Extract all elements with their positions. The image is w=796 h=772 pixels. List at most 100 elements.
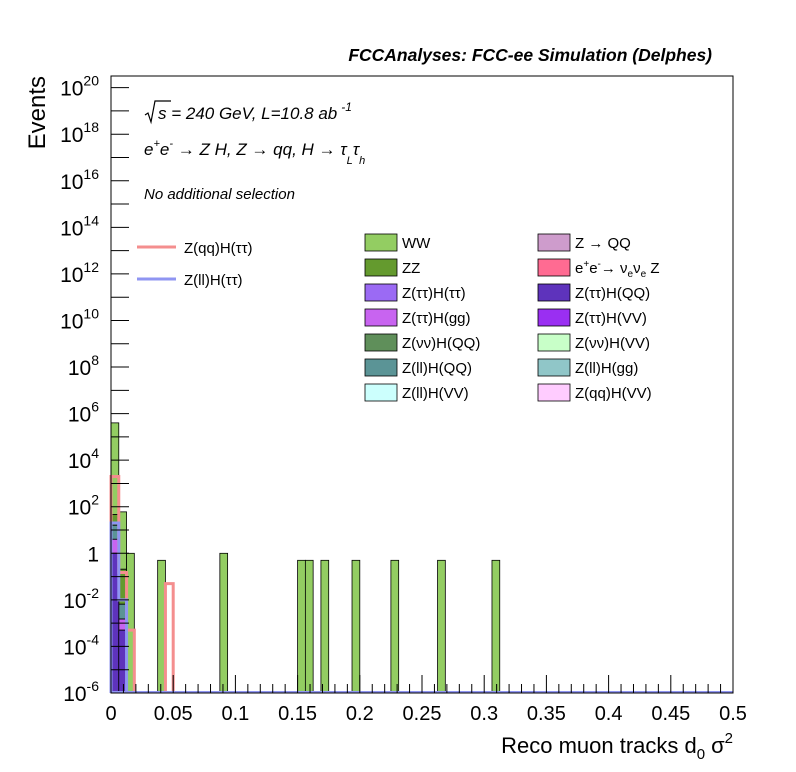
- legend-swatch-z-h-qq: [364, 333, 398, 352]
- x-tick-label: 0.45: [651, 703, 690, 725]
- legend-label-part: Z: [646, 260, 659, 277]
- x-tick-label: 0.35: [527, 703, 566, 725]
- y-tick-base: 10: [63, 636, 86, 659]
- legend-label-ww: WW: [402, 235, 431, 252]
- bar-ww: [491, 559, 501, 694]
- annotations: s = 240 GeV, L=10.8 ab -1 e+e- → Z H, Z →…: [144, 100, 365, 203]
- legend-label-z-ll-h: Z(ll)H(ττ): [184, 272, 243, 289]
- y-tick-base: 10: [60, 171, 83, 194]
- y-tick-label: 102: [68, 492, 99, 520]
- annotation-tau-h-sub: h: [359, 155, 365, 167]
- legend-label-z-ll-h-gg: Z(ll)H(gg): [575, 360, 638, 377]
- legend-swatch-z-h-vv: [537, 333, 571, 352]
- x-tick-label: 0.25: [403, 703, 442, 725]
- y-tick-base: 10: [60, 310, 83, 333]
- x-axis: 0 0.05 0.1 0.15 0.2 0.25 0.3 0.35 0.4 0.45 0.5: [105, 675, 747, 725]
- y-tick-exponent: 12: [83, 259, 99, 275]
- bar-ww: [219, 552, 229, 694]
- legend-signals: Z(qq)H(ττ) Z(ll)H(ττ): [137, 240, 253, 289]
- legend-label-z-qq-h: Z(qq)H(ττ): [184, 240, 253, 257]
- y-tick-exponent: 6: [91, 399, 99, 415]
- signal-line-z-qq-h: [109, 474, 175, 693]
- legend-label-z-ll-h-vv: Z(ll)H(VV): [402, 385, 469, 402]
- legend-label-part: → ν: [601, 260, 628, 277]
- x-axis-label-main: Reco muon tracks d: [501, 733, 697, 758]
- x-tick-label: 0.2: [346, 703, 374, 725]
- x-tick-label: 0: [105, 703, 116, 725]
- y-tick-label: 106: [68, 399, 99, 427]
- bar-ww: [304, 559, 314, 694]
- legend-label-z-ll-h-qq: Z(ll)H(QQ): [402, 360, 472, 377]
- x-tick-label: 0.15: [278, 703, 317, 725]
- legend-swatch-e-e-e-e-z: [537, 258, 571, 277]
- legend-label-e-e-e-e-z: e+e-→ νeνe Z: [575, 259, 660, 280]
- annotation-energy-lumi: s = 240 GeV, L=10.8 ab -1: [158, 100, 352, 123]
- y-tick-base: 10: [68, 450, 91, 473]
- y-tick-label: 10-2: [63, 585, 99, 613]
- legend-swatch-zz: [364, 258, 398, 277]
- annotation-tau-l-sub: L: [347, 155, 353, 167]
- legend-swatch-z-qq-h-vv: [537, 383, 571, 402]
- y-tick-exponent: 2: [91, 492, 99, 508]
- y-tick-exponent: 20: [83, 73, 99, 89]
- y-tick-exponent: -6: [87, 678, 100, 694]
- legend-label-z-h-qq: Z(νν)H(QQ): [402, 335, 480, 352]
- legend-label-z-h-vv: Z(ττ)H(VV): [575, 310, 647, 327]
- legend-label-part: ν: [633, 260, 641, 277]
- legend-swatch-ww: [364, 233, 398, 252]
- annotation-energy: = 240 GeV, L=10.8 ab: [167, 104, 338, 123]
- x-tick-label: 0.05: [154, 703, 193, 725]
- legend-swatch-z-ll-h-qq: [364, 358, 398, 377]
- annotation-e2: e: [160, 140, 169, 159]
- legend-swatch-z-ll-h-vv: [364, 383, 398, 402]
- bar-ww: [297, 559, 306, 694]
- y-tick-label: 108: [68, 352, 99, 380]
- y-tick-label: 1: [87, 543, 99, 566]
- y-tick-exponent: 8: [91, 352, 99, 368]
- y-tick-exponent: 14: [83, 212, 99, 228]
- bar-ww: [437, 559, 446, 694]
- y-tick-label: 1016: [60, 166, 99, 194]
- annotation-e1: e: [144, 140, 153, 159]
- y-axis-label: Events: [24, 76, 51, 149]
- legend-swatch-z-ll-h-gg: [537, 358, 571, 377]
- legend-label-z-h: Z(ττ)H(ττ): [402, 285, 466, 302]
- y-tick-label: 1014: [60, 212, 99, 240]
- x-tick-label: 0.1: [221, 703, 249, 725]
- y-tick-base: 10: [60, 78, 83, 101]
- annotation-selection: No additional selection: [144, 186, 295, 203]
- x-tick-label: 0.5: [719, 703, 747, 725]
- y-tick-base: 10: [60, 217, 83, 240]
- annotation-e2-sup: -: [169, 138, 173, 150]
- y-tick-base: 10: [63, 683, 86, 706]
- y-tick-exponent: 10: [83, 305, 99, 321]
- y-tick-base: 10: [68, 404, 91, 427]
- y-tick-exponent: -4: [87, 631, 100, 647]
- chart-title: FCCAnalyses: FCC-ee Simulation (Delphes): [348, 45, 712, 65]
- legend-swatch-z-h-gg: [364, 308, 398, 327]
- y-tick-base: 10: [68, 497, 91, 520]
- annotation-e1-sup: +: [153, 138, 160, 150]
- legend-swatch-z-h-vv: [537, 308, 571, 327]
- y-tick-label: 104: [68, 445, 99, 473]
- y-tick-label: 1018: [60, 119, 99, 147]
- legend-label-zz: ZZ: [402, 260, 420, 277]
- y-tick-exponent: 18: [83, 119, 99, 135]
- legend-swatch-z-h: [364, 283, 398, 302]
- y-tick-label: 1010: [60, 305, 99, 333]
- y-tick-exponent: 4: [91, 445, 99, 461]
- annotation-tau-h: τ: [353, 140, 361, 159]
- y-tick-exponent: 16: [83, 166, 99, 182]
- legend-swatch-z-h-qq: [537, 283, 571, 302]
- legend-label-part: e: [641, 269, 647, 280]
- legend-label-z-h-qq: Z(ττ)H(QQ): [575, 285, 650, 302]
- legend-label-z-qq-h-vv: Z(qq)H(VV): [575, 385, 652, 402]
- legend-label-z-h-vv: Z(νν)H(VV): [575, 335, 650, 352]
- legend-label-z-qq: Z → QQ: [575, 235, 631, 252]
- x-axis-label: Reco muon tracks d0 σ2: [501, 730, 733, 763]
- y-tick-base: 10: [63, 590, 86, 613]
- legend-label-part: e: [575, 260, 583, 277]
- x-tick-label: 0.4: [595, 703, 623, 725]
- y-tick-label: 10-4: [63, 631, 99, 659]
